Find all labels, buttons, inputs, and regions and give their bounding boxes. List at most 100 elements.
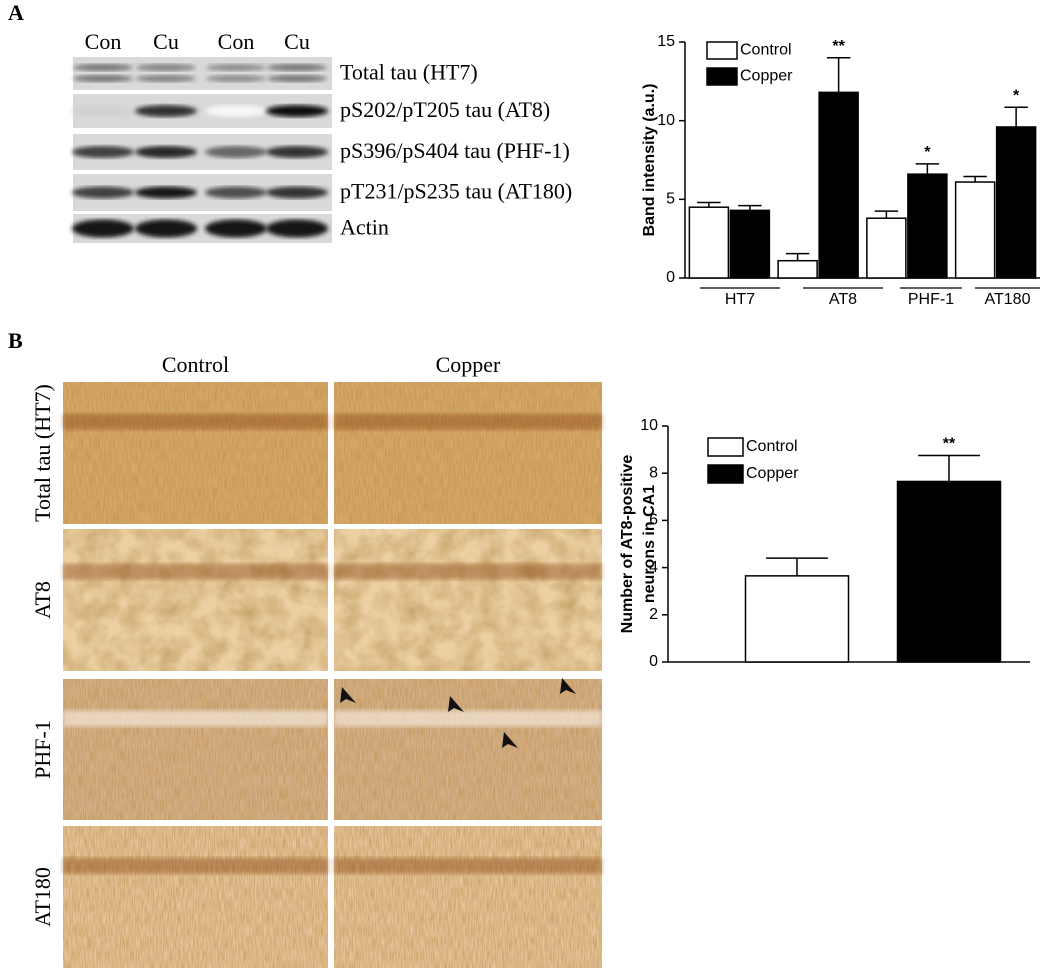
cell-layer xyxy=(334,413,602,430)
blot-band xyxy=(135,146,197,158)
cell-layer xyxy=(63,563,328,580)
cell-layer xyxy=(63,857,328,874)
y-tick-label: 8 xyxy=(649,464,658,481)
panel-label: B xyxy=(8,328,23,353)
y-axis-label: Number of AT8-positive xyxy=(619,455,636,634)
blot-band xyxy=(136,75,196,82)
bar xyxy=(744,575,850,663)
cell-layer xyxy=(334,857,602,874)
blot-strip xyxy=(73,57,332,90)
column-label: Copper xyxy=(436,352,501,377)
x-tick-label: HT7 xyxy=(725,291,755,308)
micrograph-texture xyxy=(63,382,328,524)
micrograph-texture xyxy=(334,826,602,968)
x-tick-label: AT8 xyxy=(829,291,857,308)
bar xyxy=(866,217,907,279)
blot-band xyxy=(206,64,266,71)
western-blot: Con Cu Con Cu Total tau (HT7) pS202/pT205 tau… xyxy=(72,29,572,243)
band-label: Actin xyxy=(340,215,389,240)
micrograph-texture xyxy=(334,679,602,820)
cell-layer xyxy=(63,413,328,430)
blot-band xyxy=(267,75,327,82)
blot-band xyxy=(266,105,328,117)
band-label: pS396/pS404 tau (PHF-1) xyxy=(340,138,570,163)
y-tick-label: 0 xyxy=(649,653,658,670)
blot-band xyxy=(72,186,134,199)
legend-swatch xyxy=(707,464,744,484)
y-tick-label: 10 xyxy=(640,417,658,434)
y-tick-label: 5 xyxy=(666,191,675,208)
legend-swatch xyxy=(707,437,744,457)
bar xyxy=(688,206,730,279)
y-axis-label: Band intensity (a.u.) xyxy=(641,84,658,237)
arrowhead xyxy=(448,696,464,712)
blot-band xyxy=(135,105,197,117)
blot-band xyxy=(266,186,328,199)
y-axis-label: neurons in CA1 xyxy=(641,485,658,603)
micrograph-texture xyxy=(334,529,602,671)
y-tick-label: 2 xyxy=(649,606,658,623)
row-label: AT180 xyxy=(30,867,55,927)
row-label: AT8 xyxy=(30,581,55,619)
legend-swatch xyxy=(706,41,738,60)
lane-label: Con xyxy=(85,29,122,54)
lane-label: Cu xyxy=(284,29,310,54)
blot-band xyxy=(135,219,197,238)
micrograph-texture xyxy=(334,382,602,524)
bar xyxy=(995,126,1037,279)
blot-band xyxy=(205,146,267,158)
y-tick-label: 15 xyxy=(657,33,675,50)
y-tick-label: 0 xyxy=(666,269,675,286)
arrowhead xyxy=(502,732,518,748)
row-label: Total tau (HT7) xyxy=(30,384,55,522)
micrograph-texture xyxy=(63,679,328,820)
blot-band xyxy=(72,105,134,117)
blot-band xyxy=(135,186,197,199)
micrograph-texture xyxy=(63,529,328,671)
y-tick-label: 10 xyxy=(657,112,675,129)
band-label: pT231/pS235 tau (AT180) xyxy=(340,179,572,204)
bar xyxy=(818,91,859,279)
micrographs: Control Copper Total tau (HT7) AT8 PHF-1 AT18… xyxy=(30,352,602,968)
bar xyxy=(729,209,771,279)
bar-chart: 0 5 10 15 Band intensity (a.u.) HT7 ** AT8 * PHF-… xyxy=(641,33,1040,308)
legend-label: Control xyxy=(740,42,792,59)
lane-label: Cu xyxy=(153,29,179,54)
bar xyxy=(954,181,996,279)
blot-band xyxy=(266,219,328,238)
significance-label: ** xyxy=(832,38,845,55)
cell-layer xyxy=(334,710,602,727)
row-label: PHF-1 xyxy=(30,720,55,779)
legend-label: Copper xyxy=(740,68,793,85)
bar-chart: 0 2 4 6 8 10 Number of AT8-positive neurons in … xyxy=(619,417,1030,670)
lane-label: Con xyxy=(218,29,255,54)
cell-layer xyxy=(63,710,328,727)
y-tick-label: 6 xyxy=(649,512,658,529)
blot-band xyxy=(205,105,267,117)
legend-label: Control xyxy=(746,438,798,455)
blot-band xyxy=(73,75,133,82)
bar xyxy=(896,480,1002,663)
cell-layer xyxy=(334,563,602,580)
significance-label: ** xyxy=(943,436,956,453)
significance-label: * xyxy=(1013,88,1020,105)
blot-band xyxy=(72,219,134,238)
blot-band xyxy=(205,186,267,199)
x-tick-label: PHF-1 xyxy=(908,291,954,308)
panel-label: A xyxy=(8,0,24,25)
arrowhead xyxy=(340,687,356,703)
band-label: Total tau (HT7) xyxy=(340,60,478,85)
blot-band xyxy=(267,64,327,71)
legend-label: Copper xyxy=(746,465,799,482)
blot-band xyxy=(73,64,133,71)
blot-band xyxy=(206,75,266,82)
blot-band xyxy=(266,146,328,158)
blot-band xyxy=(136,64,196,71)
bar xyxy=(777,259,818,279)
bar xyxy=(907,173,948,279)
x-tick-label: AT180 xyxy=(985,291,1031,308)
y-tick-label: 4 xyxy=(649,559,658,576)
blot-band xyxy=(205,219,267,238)
significance-label: * xyxy=(924,144,931,161)
